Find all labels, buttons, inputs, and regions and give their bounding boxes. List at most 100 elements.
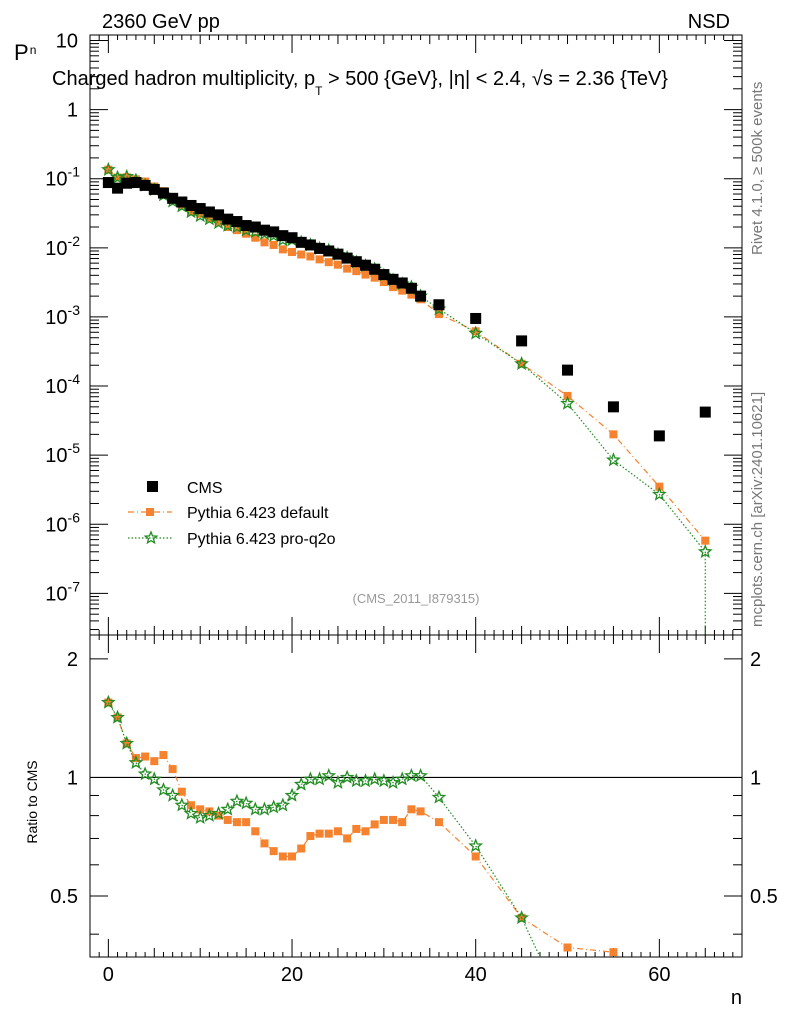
main-default-point bbox=[655, 482, 664, 491]
main-default-point bbox=[398, 286, 407, 295]
ratio-proq2o-point bbox=[211, 805, 226, 820]
main-cms-point bbox=[213, 209, 225, 221]
ratio-default-point bbox=[251, 827, 260, 836]
tick-base: 10 bbox=[45, 238, 67, 260]
main-y-tick-label: 10-5 bbox=[45, 440, 80, 467]
main-default-point bbox=[471, 327, 480, 336]
tick-base: 10 bbox=[45, 445, 67, 467]
main-cms-point bbox=[314, 242, 326, 254]
main-proq2o-point bbox=[651, 486, 667, 501]
main-default-point bbox=[214, 217, 223, 226]
main-axis-ticks bbox=[90, 35, 742, 635]
ratio-default-point bbox=[187, 801, 196, 810]
main-default-point bbox=[288, 247, 297, 256]
y-label-sub: n bbox=[30, 43, 37, 57]
ratio-series-pythia-default bbox=[104, 698, 618, 957]
energy-label: 2360 GeV pp bbox=[102, 11, 220, 33]
main-cms-point bbox=[350, 256, 362, 268]
legend-default-label: Pythia 6.423 default bbox=[187, 505, 329, 522]
ratio-proq2o-point bbox=[174, 797, 190, 812]
y-label-main: P bbox=[14, 40, 29, 65]
main-default-point bbox=[352, 267, 361, 276]
main-cms-point bbox=[203, 206, 215, 218]
ratio-proq2o-point bbox=[183, 805, 199, 820]
ratio-default-point bbox=[242, 818, 251, 827]
ratio-default-point bbox=[333, 827, 342, 836]
main-cms-point bbox=[415, 290, 427, 302]
main-y-tick-label: 10-6 bbox=[45, 509, 80, 536]
main-proq2o-point bbox=[514, 355, 530, 371]
main-y-axis-label: Pn bbox=[14, 40, 36, 65]
main-cms-point bbox=[231, 216, 243, 228]
ratio-default-point bbox=[609, 948, 618, 957]
main-default-point bbox=[187, 207, 196, 216]
ratio-series-pythia-proq2o bbox=[100, 694, 541, 958]
mcplots-label: mcplots.cern.ch [arXiv:2401.10621] bbox=[749, 392, 766, 627]
main-default-point bbox=[343, 264, 352, 273]
main-y-tick-label: 10-4 bbox=[45, 371, 80, 398]
main-default-point bbox=[434, 310, 443, 319]
main-series-pythia-proq2o bbox=[100, 161, 713, 635]
ratio-default-point bbox=[297, 844, 306, 853]
main-default-point bbox=[205, 214, 214, 223]
main-default-point bbox=[113, 173, 122, 182]
main-default-point bbox=[260, 238, 269, 247]
ratio-default-point bbox=[223, 815, 232, 824]
ratio-proq2o-point bbox=[100, 694, 116, 709]
legend-star-shape bbox=[143, 530, 159, 545]
main-series-cms bbox=[102, 177, 711, 442]
title-post: > 500 {GeV}, |η| < 2.4, √s = 2.36 {TeV} bbox=[322, 68, 668, 90]
main-cms-point bbox=[102, 177, 114, 189]
main-default-point bbox=[609, 430, 618, 439]
ratio-default-point bbox=[315, 829, 324, 838]
main-cms-point bbox=[277, 230, 289, 242]
ratio-default-point bbox=[104, 698, 113, 707]
ratio-axis-ticks bbox=[90, 635, 742, 957]
tick-exponent: -2 bbox=[68, 233, 81, 249]
main-cms-point bbox=[185, 199, 197, 211]
ratio-proq2o-point bbox=[468, 838, 484, 853]
main-cms-point bbox=[562, 364, 574, 376]
title-pre: Charged hadron multiplicity, p bbox=[52, 68, 315, 90]
main-default-point bbox=[104, 165, 113, 174]
main-cms-point bbox=[121, 177, 133, 189]
ratio-proq2o-point bbox=[146, 771, 162, 786]
main-y-tick-label: 10 bbox=[56, 30, 78, 52]
ratio-default-point bbox=[232, 818, 241, 827]
main-proq2o-point bbox=[560, 395, 575, 410]
ratio-default-point bbox=[278, 852, 287, 861]
ratio-plot-frame bbox=[89, 634, 743, 958]
ratio-default-point bbox=[398, 818, 407, 827]
ratio-default-line bbox=[107, 702, 614, 953]
ratio-proq2o-tail bbox=[521, 917, 541, 958]
ratio-default-point bbox=[269, 847, 278, 856]
ratio-proq2o-point bbox=[413, 767, 428, 783]
ratio-proq2o-point bbox=[137, 766, 153, 781]
ratio-proq2o-point bbox=[293, 776, 309, 791]
ratio-proq2o-point bbox=[229, 793, 245, 808]
ratio-y-axis-label: Ratio to CMS bbox=[24, 760, 40, 843]
ratio-default-point bbox=[324, 829, 333, 838]
tick-exponent: -1 bbox=[68, 164, 81, 180]
main-cms-point bbox=[130, 177, 142, 189]
main-cms-point bbox=[323, 245, 335, 257]
main-default-point bbox=[379, 278, 388, 287]
ratio-default-point bbox=[352, 824, 361, 833]
main-cms-point bbox=[470, 312, 482, 324]
tick-base: 10 bbox=[45, 583, 67, 605]
main-cms-point bbox=[295, 236, 307, 248]
plot-title: Charged hadron multiplicity, pT > 500 {G… bbox=[52, 68, 668, 98]
ratio-y-tick-label-right: 0.5 bbox=[750, 886, 778, 908]
ratio-proq2o-point bbox=[156, 782, 171, 797]
tick-exponent: -7 bbox=[68, 578, 81, 594]
title-sub: T bbox=[315, 84, 323, 98]
ratio-default-point bbox=[389, 815, 398, 824]
main-y-tick-label: 10-1 bbox=[45, 164, 80, 191]
main-cms-point bbox=[148, 183, 160, 195]
main-default-point bbox=[370, 273, 379, 282]
main-cms-point bbox=[359, 259, 371, 271]
main-cms-point bbox=[286, 232, 298, 244]
ratio-proq2o-point bbox=[394, 771, 410, 786]
